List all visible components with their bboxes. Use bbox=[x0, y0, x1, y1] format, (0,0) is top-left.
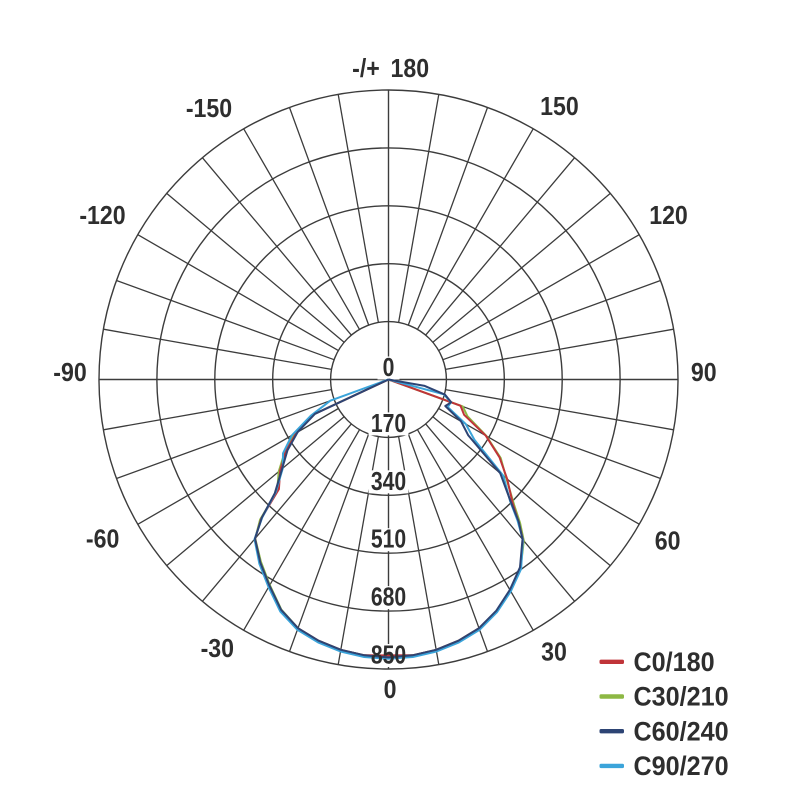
svg-text:680: 680 bbox=[371, 584, 406, 613]
svg-text:-150: -150 bbox=[186, 95, 232, 124]
svg-text:120: 120 bbox=[649, 202, 688, 231]
svg-text:-60: -60 bbox=[86, 526, 119, 555]
svg-text:C30/210: C30/210 bbox=[634, 683, 729, 712]
svg-text:-90: -90 bbox=[53, 359, 86, 388]
svg-text:180: 180 bbox=[390, 55, 429, 84]
svg-text:C60/240: C60/240 bbox=[634, 718, 729, 747]
svg-text:-30: -30 bbox=[201, 635, 234, 664]
svg-text:0: 0 bbox=[384, 676, 397, 705]
svg-text:150: 150 bbox=[540, 93, 579, 122]
svg-text:60: 60 bbox=[655, 527, 681, 556]
svg-text:0: 0 bbox=[383, 354, 395, 383]
svg-text:C90/270: C90/270 bbox=[634, 753, 729, 782]
svg-text:170: 170 bbox=[371, 410, 406, 439]
svg-text:510: 510 bbox=[371, 526, 406, 555]
svg-text:C0/180: C0/180 bbox=[634, 648, 715, 677]
svg-text:850: 850 bbox=[371, 642, 406, 671]
svg-text:30: 30 bbox=[541, 638, 567, 667]
svg-text:340: 340 bbox=[371, 468, 406, 497]
svg-text:90: 90 bbox=[691, 359, 717, 388]
svg-text:-/+: -/+ bbox=[352, 55, 380, 84]
svg-text:-120: -120 bbox=[79, 202, 125, 231]
